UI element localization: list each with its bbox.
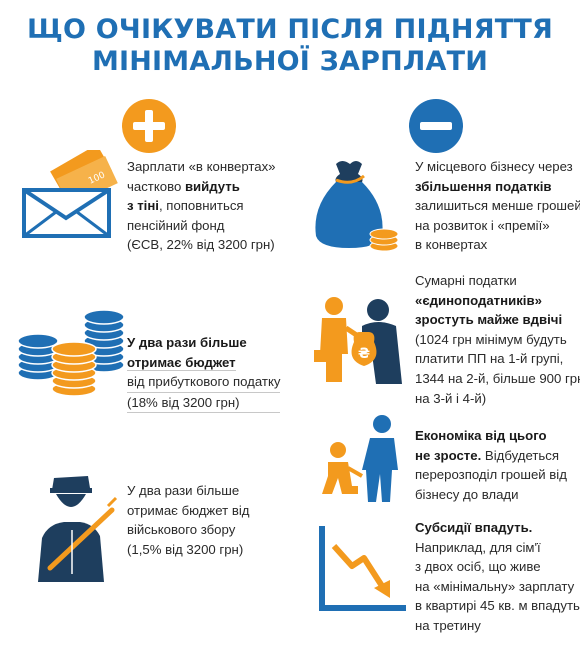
left-item-1-text: Зарплати «в конвертах» частково вийдуть … [127,157,276,255]
page-title: ЩО ОЧІКУВАТИ ПІСЛЯ ПІДНЯТТЯ МІНІМАЛЬНОЇ … [0,14,580,78]
text-bold: Економіка від цього [415,428,547,443]
text-bold: зростуть майже вдвічі [415,312,563,328]
right-item-3-text: Економіка від цього не зросте. Відбудеть… [415,426,567,504]
text-bold: не зросте. [415,447,482,463]
text-line: (ЄСВ, 22% від 3200 грн) [127,237,275,253]
text-line: (1024 грн мінімум будуть [415,331,567,347]
soldier-icon [38,476,118,582]
text-line: отримає бюджет від [127,502,250,518]
text-bold: з тіні [127,198,159,214]
text-line: на 3-й і 4-й) [415,390,487,406]
text-line: на розвиток і «премії» [415,217,550,233]
text-bold: збільшення податків [415,178,552,194]
envelope-money-icon: 100 [22,150,118,238]
left-item-2-text: У два рази більше отримає бюджет від при… [127,333,281,414]
plus-icon [122,99,176,153]
text-line: від прибуткового податку [127,372,281,393]
text-line: частково [127,178,185,194]
svg-text:₴: ₴ [358,346,370,362]
text-line: Зарплати «в конвертах» [127,159,276,174]
text-bold: Субсидії впадуть. [415,520,533,535]
text-line: бізнесу до влади [415,486,519,502]
text-line: У місцевого бізнесу через [415,159,573,174]
text-line: (1,5% від 3200 грн) [127,541,244,557]
text-bold: У два рази більше [127,335,247,350]
text-line: У два рази більше [127,483,240,498]
right-item-1-text: У місцевого бізнесу через збільшення под… [415,157,580,255]
text-bold: вийдуть [184,178,240,194]
title-line-2: МІНІМАЛЬНОЇ ЗАРПЛАТИ [91,46,489,77]
tax-collector-icon: ₴ [314,297,402,384]
money-bag-icon [315,161,399,252]
text-line: Сумарні податки [415,273,517,288]
text-line: пенсійний фонд [127,217,225,233]
coins-stack-icon [17,309,125,397]
right-item-2-text: Сумарні податки «єдиноподатників» зросту… [415,271,580,408]
text-bold: «єдиноподатників» [415,292,542,308]
text-line: , поповниться [158,198,244,214]
text-line: на «мінімальну» зарплату [415,578,575,594]
text-line: перерозподіл грошей від [415,467,567,483]
text-line: в квартирі 45 кв. м впадуть [415,598,580,614]
text-line: військового збору [127,522,236,538]
text-line: Наприклад, для сім'ї [415,539,541,555]
falling-chart-icon [319,526,406,611]
text-line: 1344 на 2-й, більше 900 грн [415,370,580,386]
text-bold: отримає бюджет [127,354,236,371]
title-line-1: ЩО ОЧІКУВАТИ ПІСЛЯ ПІДНЯТТЯ [27,14,553,45]
people-redistribution-icon [322,415,398,502]
text-line: Відбудеться [481,447,559,463]
text-line: на третину [415,617,481,633]
text-line: (18% від 3200 грн) [127,393,281,414]
left-item-3-text: У два рази більше отримає бюджет від вій… [127,481,249,559]
text-line: залишиться менше грошей [415,198,580,214]
text-line: з двох осіб, що живе [415,559,541,575]
minus-icon [409,99,463,153]
text-line: в конвертах [415,237,488,253]
right-item-4-text: Субсидії впадуть. Наприклад, для сім'ї з… [415,518,580,636]
text-line: платити ПП на 1-й групі, [415,351,564,367]
